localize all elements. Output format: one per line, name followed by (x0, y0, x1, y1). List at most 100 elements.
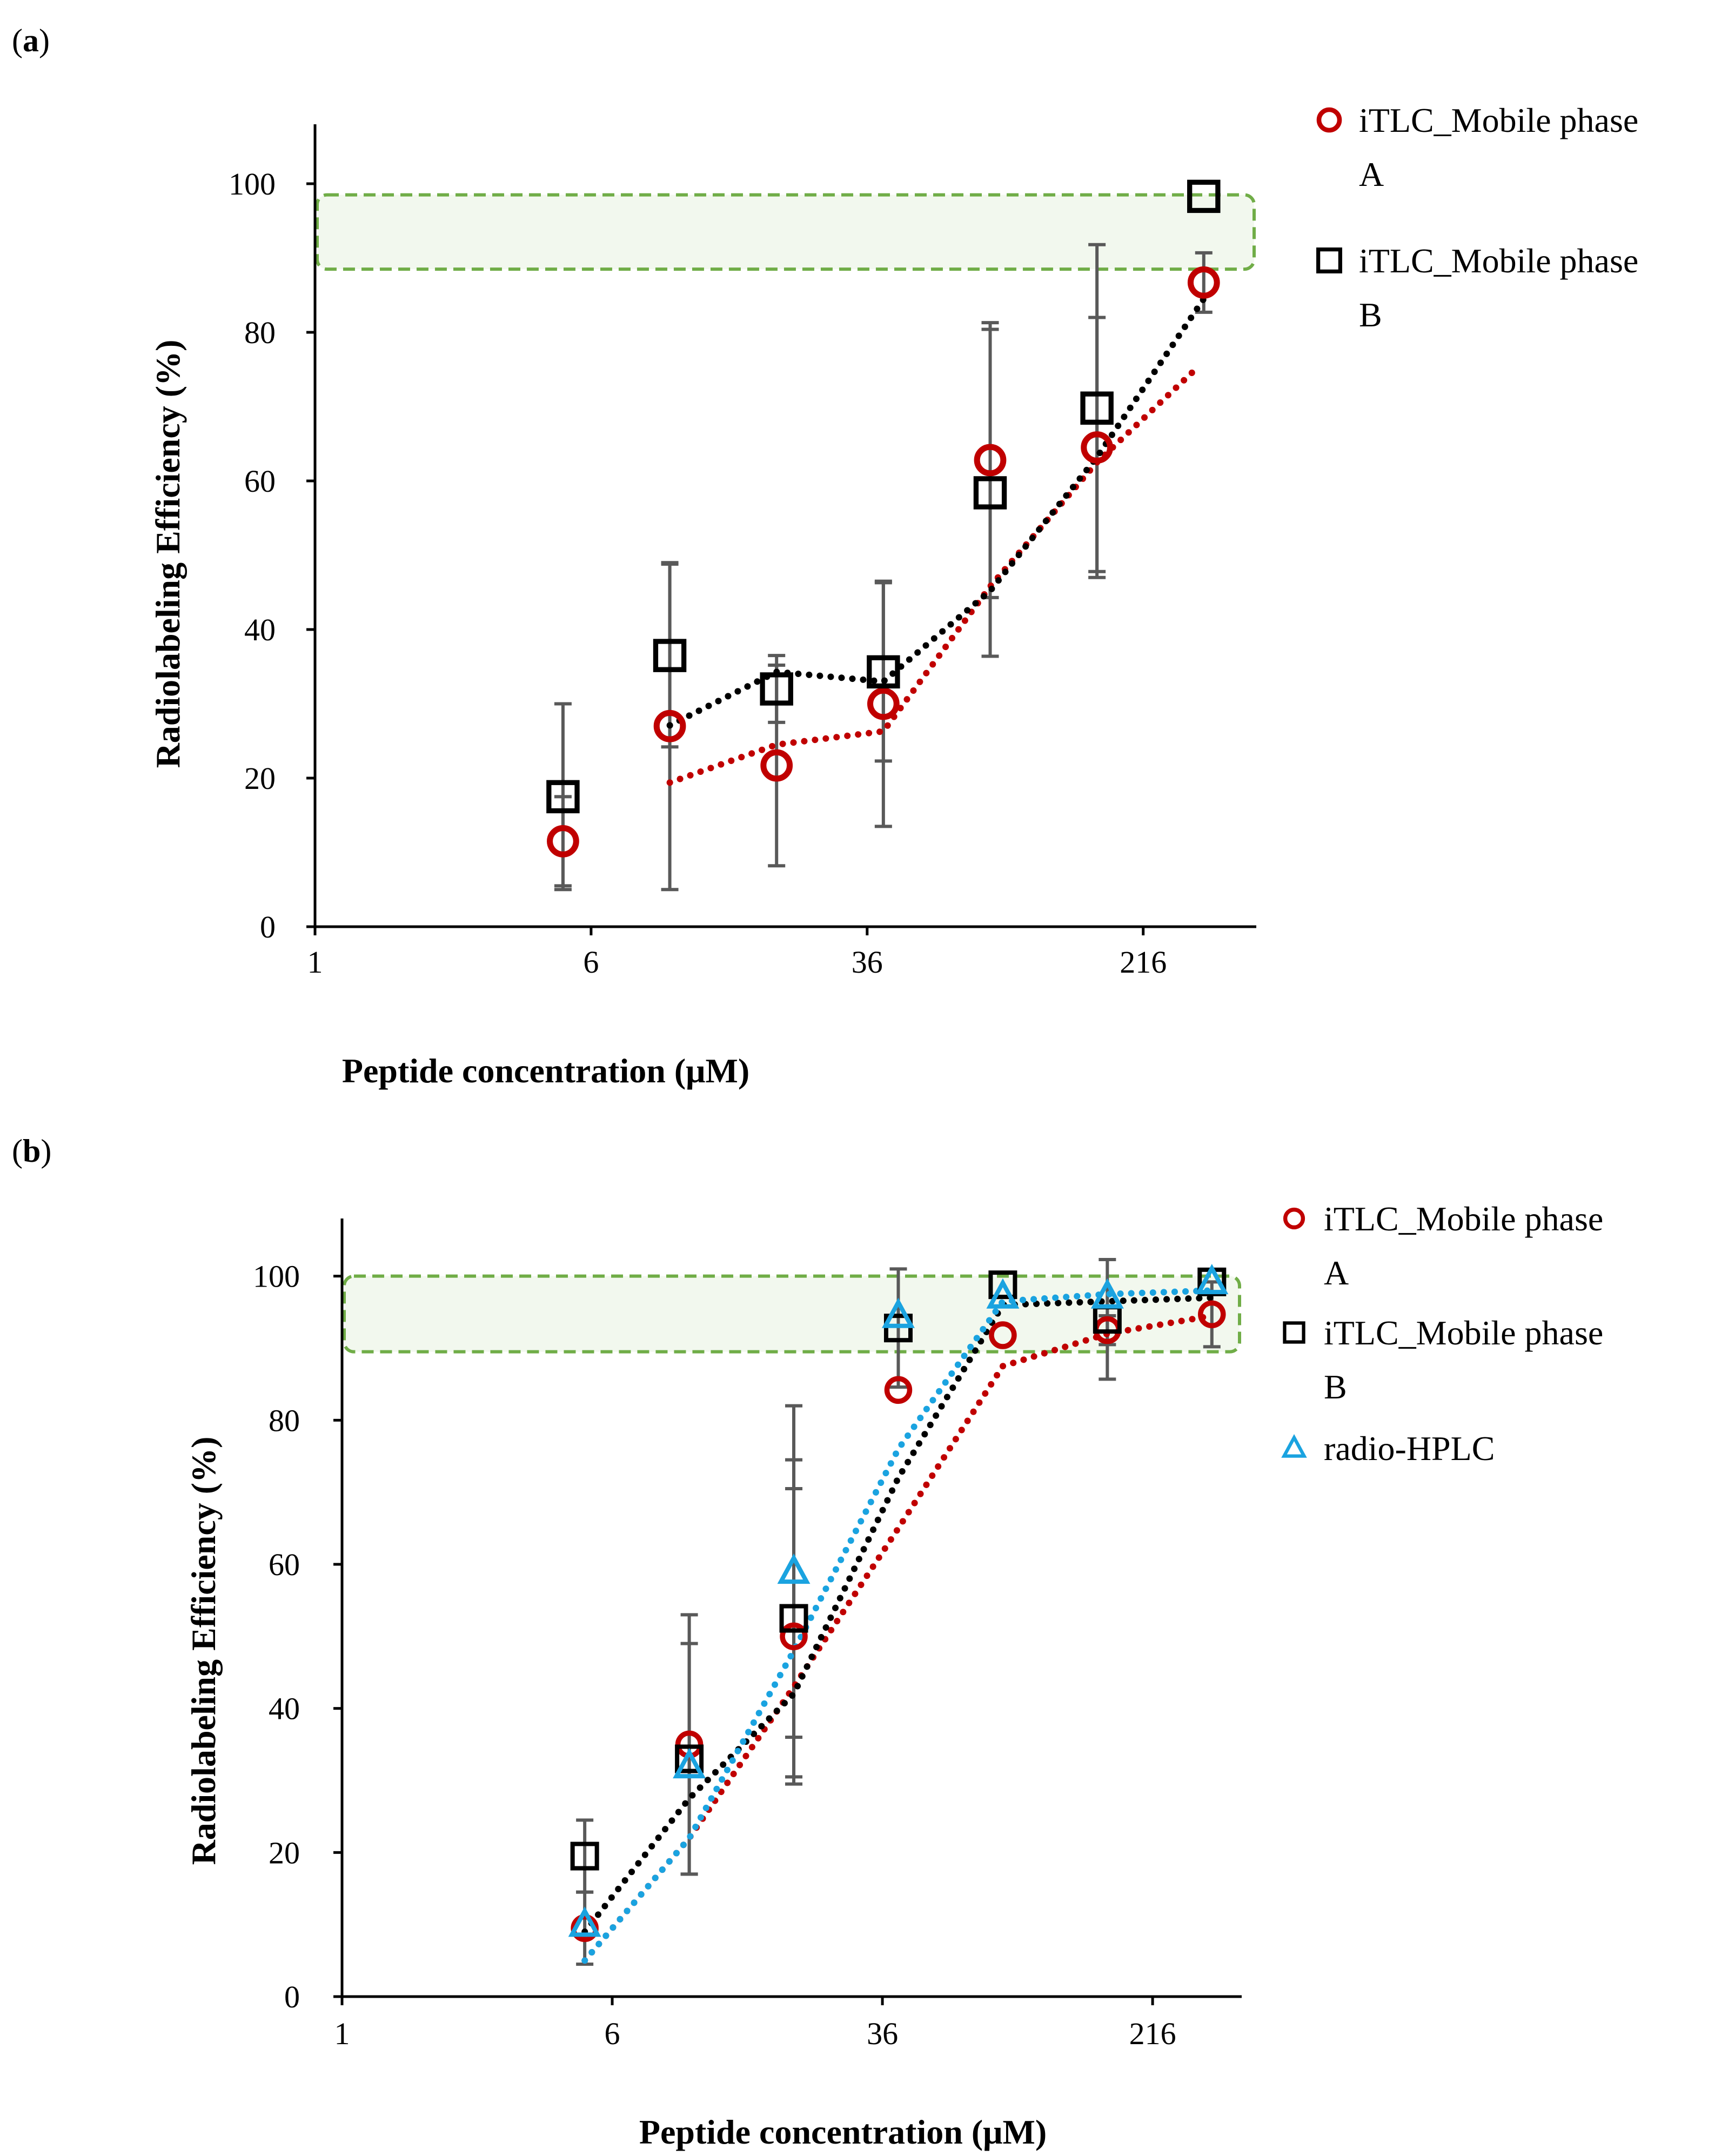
panel-a-target-band (316, 193, 1256, 271)
panel-b-axes: 0 20 40 60 80 100 1 6 36 216 (253, 1218, 1242, 2051)
legend-marker-square (1283, 1321, 1305, 1344)
legend-item: iTLC_Mobile phase B (1283, 1314, 1603, 1406)
legend-label-continued: A (1324, 1254, 1349, 1292)
panel-b-label-letter: b (23, 1133, 41, 1169)
error-bar (768, 654, 786, 724)
data-point-triangle (777, 1553, 811, 1584)
legend-marker-circle (1283, 1207, 1305, 1230)
data-point-square (973, 476, 1007, 510)
error-bar (661, 563, 679, 749)
data-point-circle (884, 1376, 913, 1404)
data-point-square (760, 672, 793, 706)
error-bar (1088, 243, 1106, 573)
error-bar (874, 581, 892, 763)
x-tick-label: 6 (583, 945, 599, 980)
panel-a-y-axis-label: Radiolabeling Efficiency (%) (149, 340, 187, 768)
panel-b-trendlines (581, 1287, 1215, 1964)
x-tick-label: 1 (307, 945, 323, 980)
data-point-triangle (568, 1906, 601, 1937)
legend-marker-triangle (1281, 1434, 1307, 1458)
panel-a-trendlines (666, 296, 1207, 786)
legend-label: iTLC_Mobile phase (1359, 242, 1638, 280)
x-tick-label: 36 (852, 945, 883, 980)
panel-a-axes: 0 20 40 60 80 100 1 6 36 216 (229, 124, 1256, 980)
data-point-square (988, 1270, 1017, 1300)
legend-item: iTLC_Mobile phase A (1316, 101, 1638, 193)
legend-marker-circle (1316, 107, 1342, 133)
x-tick-label: 216 (1129, 2016, 1176, 2051)
y-tick-label: 80 (269, 1403, 300, 1438)
data-point-circle (547, 825, 579, 858)
y-tick-label: 0 (260, 909, 276, 945)
y-tick-label: 60 (269, 1547, 300, 1582)
y-tick-label: 20 (244, 761, 276, 796)
panel-b-y-axis-label: Radiolabeling Efficiency (%) (184, 1437, 223, 1865)
data-point-circle (653, 709, 686, 742)
x-tick-label: 216 (1120, 945, 1167, 980)
trendline-series-2 (581, 1294, 1215, 1935)
legend-label-continued: B (1324, 1368, 1347, 1406)
panel-b: (b) 0 20 40 60 80 100 1 6 36 216 Peptide concentr… (12, 1133, 1603, 2151)
data-point-circle (1081, 431, 1114, 464)
legend-item: radio-HPLC (1281, 1429, 1495, 1468)
trendline-series-2 (666, 296, 1207, 729)
panel-a-error-bars (554, 243, 1213, 892)
y-tick-label: 0 (284, 1979, 300, 2014)
panel-a: (a) 0 20 40 60 80 100 1 6 36 216 Peptide concentr… (12, 23, 1638, 1090)
trendline-series-1 (666, 367, 1197, 786)
legend-label: iTLC_Mobile phase (1324, 1200, 1603, 1238)
panel-a-label-letter: a (23, 23, 39, 58)
data-point-triangle (1195, 1263, 1229, 1295)
data-point-circle (1187, 266, 1220, 299)
y-tick-label: 80 (244, 315, 276, 350)
data-point-circle (1198, 1300, 1226, 1329)
data-point-triangle (986, 1278, 1020, 1309)
data-point-square (867, 655, 900, 689)
error-bar (981, 327, 999, 658)
y-tick-label: 40 (269, 1691, 300, 1726)
panel-a-label: (a) (12, 23, 50, 58)
panel-b-error-bars (576, 1258, 1221, 1966)
panel-b-label: (b) (12, 1133, 51, 1169)
data-point-circle (760, 749, 793, 782)
panel-a-x-axis-label: Peptide concentration (μM) (342, 1052, 749, 1090)
data-point-circle (867, 687, 900, 720)
data-point-square (1187, 179, 1221, 213)
y-tick-label: 20 (269, 1835, 300, 1870)
legend-label-continued: B (1359, 296, 1382, 334)
data-point-triangle (881, 1297, 915, 1328)
x-tick-label: 1 (334, 2016, 350, 2051)
trendline-series-1 (581, 1313, 1215, 1964)
panel-b-x-axis-label: Peptide concentration (μM) (639, 2113, 1047, 2151)
error-bar (554, 702, 572, 892)
data-point-square (1080, 391, 1114, 425)
legend-label: iTLC_Mobile phase (1359, 101, 1638, 139)
panel-b-markers (568, 1263, 1229, 1943)
legend-item: iTLC_Mobile phase A (1283, 1200, 1603, 1292)
y-tick-label: 40 (244, 612, 276, 647)
data-point-circle (989, 1321, 1017, 1349)
panel-a-markers (546, 179, 1221, 858)
data-point-square (546, 780, 580, 814)
x-tick-label: 6 (605, 2016, 620, 2051)
data-point-circle (974, 444, 1007, 477)
data-point-square (779, 1604, 808, 1633)
y-tick-label: 100 (253, 1259, 300, 1294)
y-tick-label: 100 (229, 166, 276, 202)
trendline-series-3 (581, 1287, 1215, 1964)
data-point-circle (780, 1622, 808, 1651)
data-point-square (675, 1744, 704, 1773)
legend-label: radio-HPLC (1324, 1429, 1495, 1468)
target-range-band (316, 193, 1256, 271)
data-point-square (653, 639, 687, 672)
x-tick-label: 36 (867, 2016, 898, 2051)
legend-label: iTLC_Mobile phase (1324, 1314, 1603, 1352)
legend-label-continued: A (1359, 155, 1384, 193)
error-bar (576, 1818, 594, 1894)
y-tick-label: 60 (244, 464, 276, 499)
legend-marker-square (1316, 247, 1342, 273)
legend-item: iTLC_Mobile phase B (1316, 242, 1638, 334)
data-point-triangle (1090, 1278, 1124, 1309)
